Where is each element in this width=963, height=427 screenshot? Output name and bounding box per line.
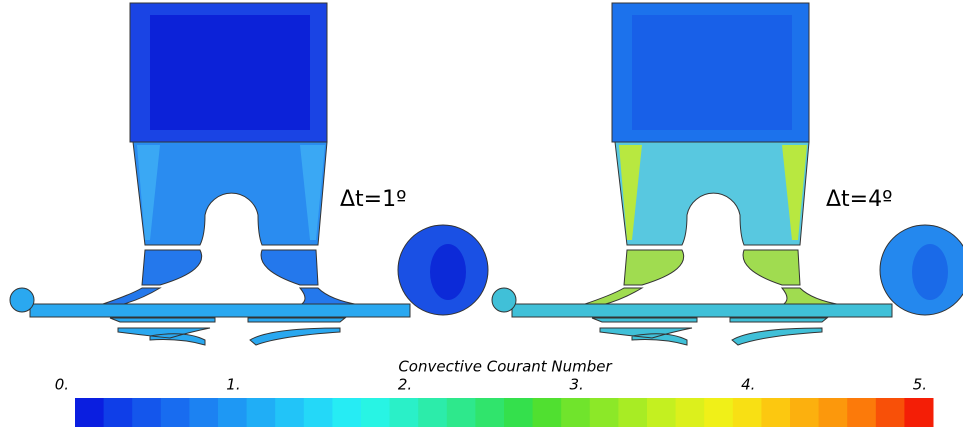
colorbar-swatch [475,398,505,427]
colorbar-swatch [875,398,905,427]
colorbar: 0. 1. 2. 3. 4. 5. [55,376,934,427]
colorbar-swatch [847,398,877,427]
colorbar-swatch [246,398,276,427]
colorbar-swatch [532,398,562,427]
colorbar-swatch [160,398,190,427]
colorbar-swatch [504,398,534,427]
colorbar-swatch [790,398,820,427]
colorbar-swatch [818,398,848,427]
colorbar-swatch [761,398,791,427]
colorbar-title: Convective Courant Number [398,358,612,376]
colorbar-swatch [103,398,133,427]
colorbar-swatch [332,398,362,427]
colorbar-swatch [132,398,162,427]
panel-label: Δt=4º [826,187,892,212]
contour-dt1 [9,2,489,346]
colorbar-tick-label: 4. [741,376,755,394]
colorbar-tick-label: 3. [569,376,583,394]
colorbar-swatch [75,398,105,427]
colorbar-tick-label: 0. [55,376,69,394]
colorbar-swatch [361,398,391,427]
colorbar-swatch [218,398,248,427]
colorbar-swatch [647,398,677,427]
panel-label: Δt=1º [340,187,406,212]
colorbar-swatch [189,398,219,427]
colorbar-swatch [732,398,762,427]
contour-dt4 [491,2,963,346]
colorbar-swatch [389,398,419,427]
colorbar-tick-label: 5. [913,376,927,394]
colorbar-tick-label: 1. [226,376,240,394]
colorbar-tick-label: 2. [398,376,412,394]
colorbar-swatch [561,398,591,427]
colorbar-swatch [275,398,305,427]
colorbar-swatch [704,398,734,427]
colorbar-swatch [589,398,619,427]
colorbar-swatch [618,398,648,427]
colorbar-swatch [303,398,333,427]
colorbar-swatch [418,398,448,427]
colorbar-swatch [904,398,934,427]
colorbar-swatch [446,398,476,427]
colorbar-swatch [675,398,705,427]
